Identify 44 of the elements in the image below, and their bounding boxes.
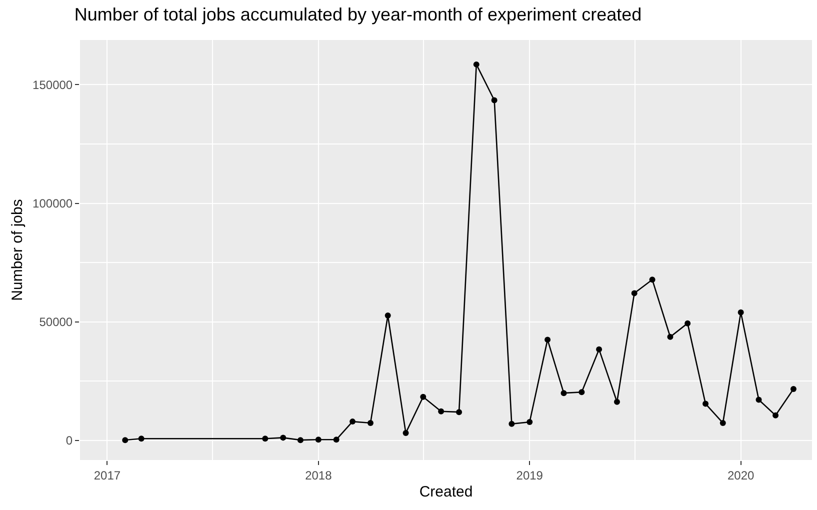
point [702,400,709,407]
point [526,419,533,426]
chart-title: Number of total jobs accumulated by year-month of experiment created [74,4,642,24]
x-tick-label: 2020 [727,468,754,482]
point [384,312,391,318]
point [772,412,779,418]
point [402,430,409,436]
point [667,334,674,340]
point [262,436,268,442]
y-tick-label: 100000 [32,196,73,210]
point [720,420,726,426]
point [333,436,340,443]
x-tick-label: 2017 [94,468,121,482]
point [138,436,144,442]
y-tick-label: 50000 [39,315,73,330]
point [756,396,762,403]
point [438,408,444,414]
point [508,420,515,427]
y-tick-label: 150000 [32,78,73,92]
point [456,409,462,416]
x-tick-label: 2019 [516,468,544,482]
point [350,418,356,425]
point [596,346,602,352]
point [631,290,638,296]
point [544,336,551,343]
point [280,434,286,441]
point [790,386,796,392]
point [367,420,374,426]
point [560,390,567,396]
x-tick-label: 2018 [305,468,332,482]
point [473,61,480,68]
y-axis-title: Number of jobs [8,199,26,301]
point [122,437,128,444]
point [491,97,498,104]
point [649,276,656,283]
point [420,394,426,400]
x-axis-title: Created [419,483,473,500]
point [684,320,691,326]
point [297,437,304,444]
y-tick-label: 0 [66,434,73,448]
point [738,309,744,316]
point [614,398,620,405]
point [578,389,585,396]
point [315,436,322,443]
